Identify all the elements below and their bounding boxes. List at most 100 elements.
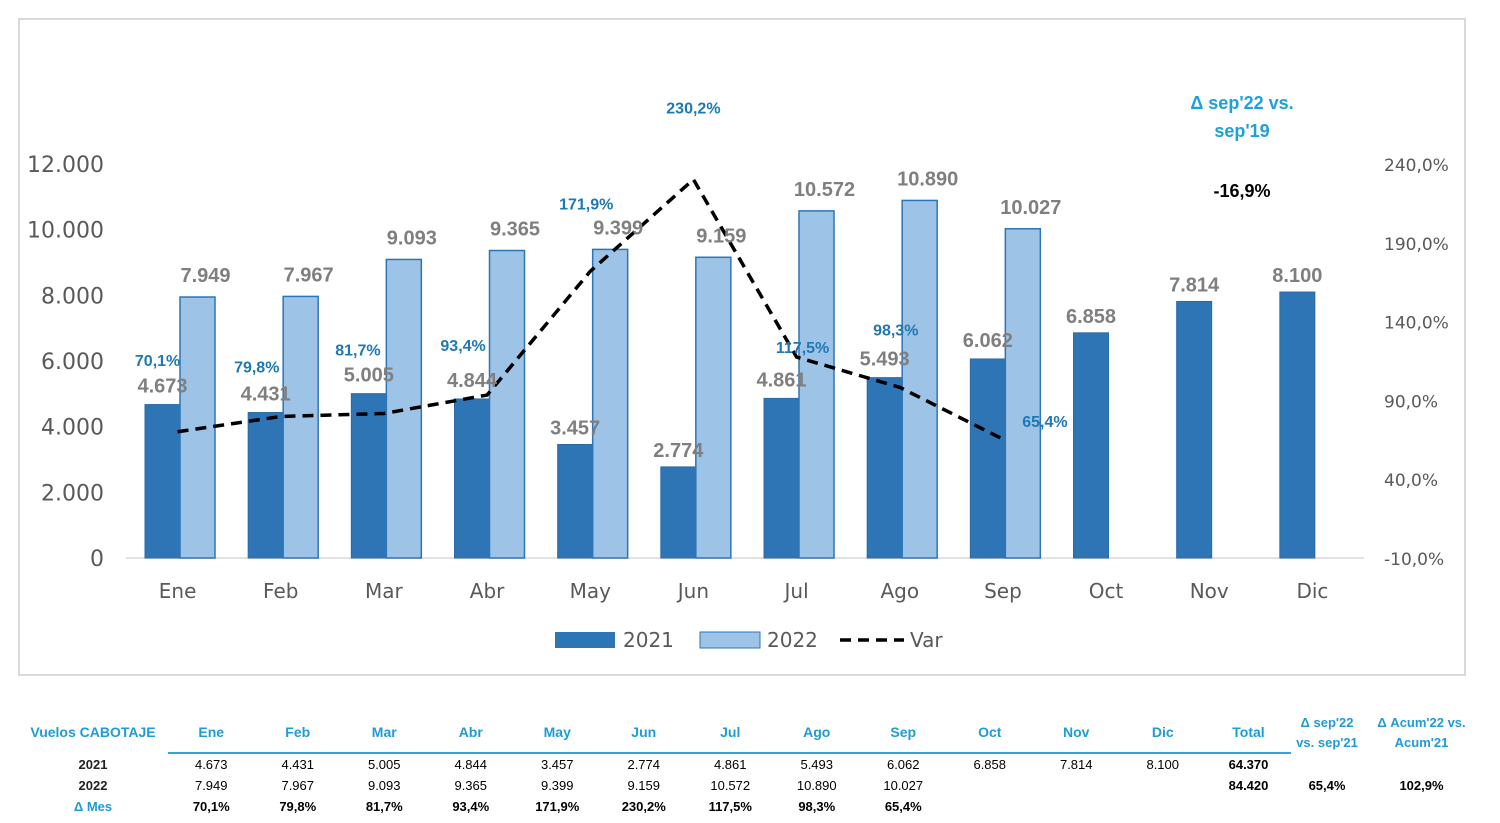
table-cell: 2.774: [627, 757, 661, 772]
table-cell: 9.365: [454, 778, 488, 793]
bar-2021: [866, 377, 903, 559]
var-label: 81,7%: [335, 342, 380, 359]
table-cell-delta-acum: 102,9%: [1399, 778, 1444, 793]
x-tick-label: Jun: [676, 579, 709, 603]
bar-2021: [763, 397, 800, 559]
table-header-month: Oct: [946, 712, 1033, 754]
table-cell: [947, 775, 1034, 796]
table-cell: [1033, 775, 1120, 796]
x-tick-label: May: [570, 579, 612, 603]
table-header-delta-sep: Δ sep'22 vs. sep'21: [1296, 714, 1358, 750]
legend-label-2021: 2021: [623, 628, 674, 652]
y2-tick-label: 190,0%: [1384, 235, 1449, 255]
bar-2021: [1279, 291, 1316, 559]
table-cell: [947, 796, 1034, 817]
bar-2022-label: 9.399: [593, 217, 643, 239]
y2-tick-label: 90,0%: [1384, 392, 1438, 412]
table-row: Δ Mes 70,1% 79,8% 81,7% 93,4% 171,9% 230,2% 117…: [18, 796, 1480, 817]
table-cell-delta-sep: [1291, 753, 1363, 775]
chart-svg: 0 2.000 4.000 6.000 8.000 10.000 12.000 -10,0% 4…: [27, 93, 1449, 652]
bar-2022-label: 9.159: [696, 225, 746, 247]
table-cell: 117,5%: [708, 799, 752, 814]
table-header-month: May: [514, 712, 601, 754]
table-header-month: Abr: [427, 712, 514, 754]
table-cell: 81,7%: [365, 799, 403, 814]
table-cell: [1033, 796, 1120, 817]
bar-2022-label: 10.572: [794, 179, 855, 201]
table-row-label: 2022: [78, 778, 108, 793]
bar-2022: [488, 249, 526, 559]
table-cell: 5.005: [367, 757, 401, 772]
bar-2021-label: 7.814: [1169, 274, 1220, 296]
y-tick-label: 8.000: [41, 284, 104, 309]
bar-2021: [557, 443, 594, 559]
bar-2022-label: 9.093: [387, 227, 437, 249]
table-header-month: Nov: [1033, 712, 1120, 754]
bar-2022: [591, 248, 629, 559]
bar-2022-label: 10.890: [897, 168, 958, 190]
y-tick-label: 4.000: [41, 416, 104, 441]
table-cell: 10.890: [796, 778, 837, 793]
y-tick-label: 0: [90, 547, 104, 572]
x-tick-label: Sep: [984, 579, 1022, 603]
y-tick-label: 12.000: [27, 153, 104, 178]
bar-2022: [1004, 228, 1042, 559]
bar-2021-label: 4.844: [447, 370, 498, 392]
bar-2022: [798, 210, 835, 559]
table-cell-total: [1206, 796, 1291, 817]
table-row: 2021 4.673 4.431 5.005 4.844 3.457 2.774 4.861 5…: [18, 753, 1480, 775]
bar-2021-label: 6.062: [963, 330, 1013, 352]
table-cell: 230,2%: [621, 799, 666, 814]
bar-2022-label: 7.967: [284, 264, 334, 286]
table-cell: 9.093: [367, 778, 401, 793]
y2-tick-label: 140,0%: [1384, 314, 1449, 334]
table-cell: 7.967: [281, 778, 315, 793]
table-cell-total: 84.420: [1228, 778, 1269, 793]
bar-2021-label: 8.100: [1272, 265, 1322, 287]
var-label: 98,3%: [873, 322, 918, 339]
table-header-total: Total: [1206, 712, 1291, 754]
bar-2021: [969, 358, 1006, 559]
table-header-month: Feb: [254, 712, 341, 754]
table-cell-delta-sep: [1291, 796, 1363, 817]
table-cell: 65,4%: [884, 799, 922, 814]
table-cell: 3.457: [540, 757, 574, 772]
table-row: 2022 7.949 7.967 9.093 9.365 9.399 9.159 10.572…: [18, 775, 1480, 796]
table-cell: 79,8%: [279, 799, 317, 814]
y2-tick-label: -10,0%: [1384, 550, 1444, 570]
table-header-label: Vuelos CABOTAJE: [30, 724, 156, 740]
var-label: 70,1%: [135, 353, 180, 370]
table-row-label: Δ Mes: [73, 799, 113, 814]
table-cell: 4.673: [194, 757, 228, 772]
bar-2021: [660, 466, 697, 559]
var-line: [177, 176, 1004, 441]
table-cell: 4.861: [713, 757, 747, 772]
table-cell: 5.493: [800, 757, 834, 772]
table-header-month: Ene: [168, 712, 255, 754]
table-header-delta-acum: Δ Acum'22 vs. Acum'21: [1377, 714, 1466, 750]
table-cell: 70,1%: [192, 799, 230, 814]
table-header-month: Jun: [600, 712, 687, 754]
table-cell-delta-acum: [1363, 796, 1480, 817]
table-cell: 10.572: [710, 778, 751, 793]
annotation-value: -16,9%: [1213, 181, 1270, 201]
table-cell: 6.062: [886, 757, 920, 772]
x-tick-label: Nov: [1190, 579, 1229, 603]
bar-2021: [247, 412, 284, 559]
x-tick-label: Ene: [159, 579, 197, 603]
bar-2021-label: 2.774: [653, 440, 704, 462]
bar-2022: [695, 256, 732, 559]
table-cell: 8.100: [1146, 757, 1180, 772]
legend-label-var: Var: [910, 628, 943, 652]
var-label: 230,2%: [666, 100, 720, 117]
table-cell: 4.431: [281, 757, 315, 772]
table-header-month: Jul: [687, 712, 774, 754]
table-cell: 9.399: [540, 778, 574, 793]
bar-2021-label: 6.858: [1066, 306, 1116, 328]
bar-2022-label: 10.027: [1000, 197, 1061, 219]
x-tick-label: Feb: [263, 579, 298, 603]
chart-frame: 0 2.000 4.000 6.000 8.000 10.000 12.000 -10,0% 4…: [18, 18, 1466, 676]
bar-2021-label: 4.861: [756, 369, 806, 391]
bar-2021: [1073, 332, 1109, 559]
y-tick-label: 2.000: [41, 481, 104, 506]
